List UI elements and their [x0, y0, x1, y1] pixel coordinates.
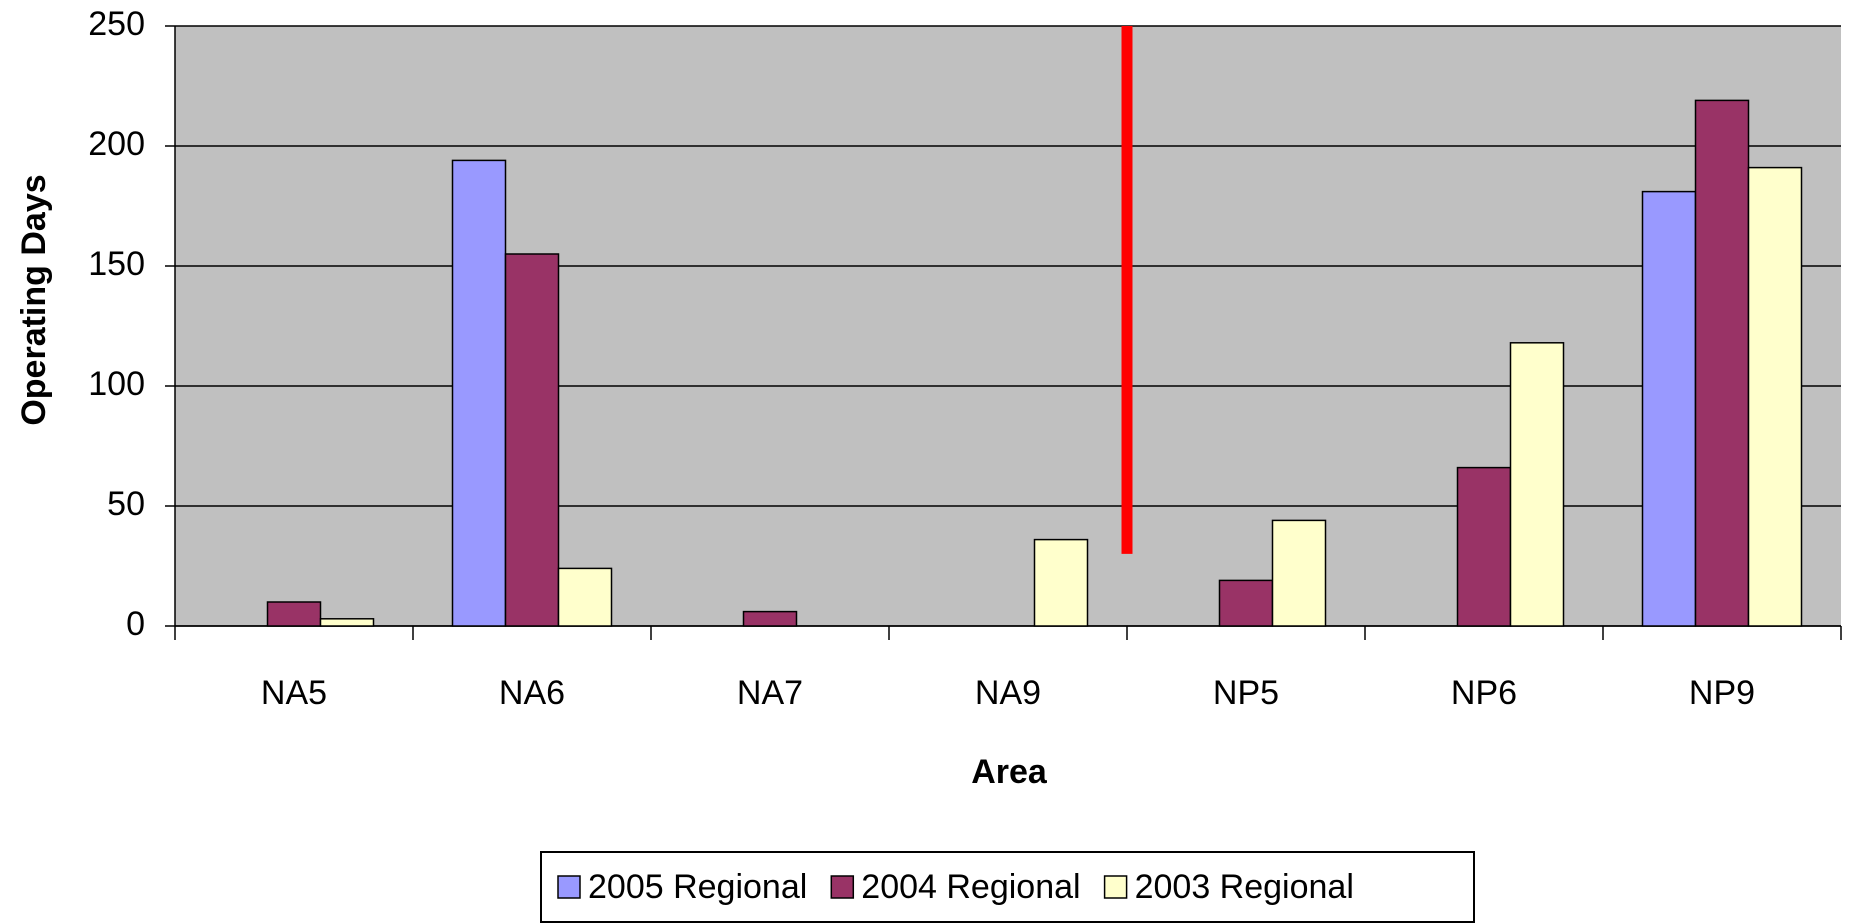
bar [451, 159, 507, 627]
bar [1456, 466, 1512, 627]
legend-label: 2004 Regional [861, 868, 1080, 906]
x-tick-label: NA9 [975, 674, 1041, 712]
bar [1509, 342, 1565, 627]
bar [1033, 538, 1089, 627]
y-axis-label: Operating Days [15, 174, 53, 425]
y-tick-label: 150 [88, 245, 145, 283]
y-tick-label: 0 [126, 605, 145, 643]
bar [1218, 579, 1274, 627]
legend-label: 2005 Regional [588, 868, 807, 906]
legend-swatch [1103, 875, 1128, 899]
x-tick-label: NP6 [1451, 674, 1517, 712]
bar [1271, 519, 1327, 627]
legend-swatch [830, 875, 855, 899]
y-tick-label: 100 [88, 365, 145, 403]
bar [266, 601, 322, 627]
bar [742, 610, 798, 627]
bar [1694, 99, 1750, 627]
y-tick-label: 250 [88, 5, 145, 43]
bar [319, 618, 375, 627]
bar [1747, 166, 1803, 627]
bar [557, 567, 613, 627]
legend-swatch [557, 875, 581, 899]
y-tick-label: 200 [88, 125, 145, 163]
x-tick-label: NA6 [499, 674, 565, 712]
x-tick-label: NP9 [1689, 674, 1755, 712]
y-tick-label: 50 [107, 485, 145, 523]
bar [1641, 190, 1697, 627]
x-tick-label: NA5 [261, 674, 327, 712]
x-tick-label: NA7 [737, 674, 803, 712]
legend-label: 2003 Regional [1135, 868, 1354, 906]
x-tick-label: NP5 [1213, 674, 1279, 712]
plot-area [175, 26, 1841, 626]
bar [504, 253, 560, 627]
x-axis-label: Area [971, 753, 1048, 791]
legend-box [540, 851, 1475, 923]
